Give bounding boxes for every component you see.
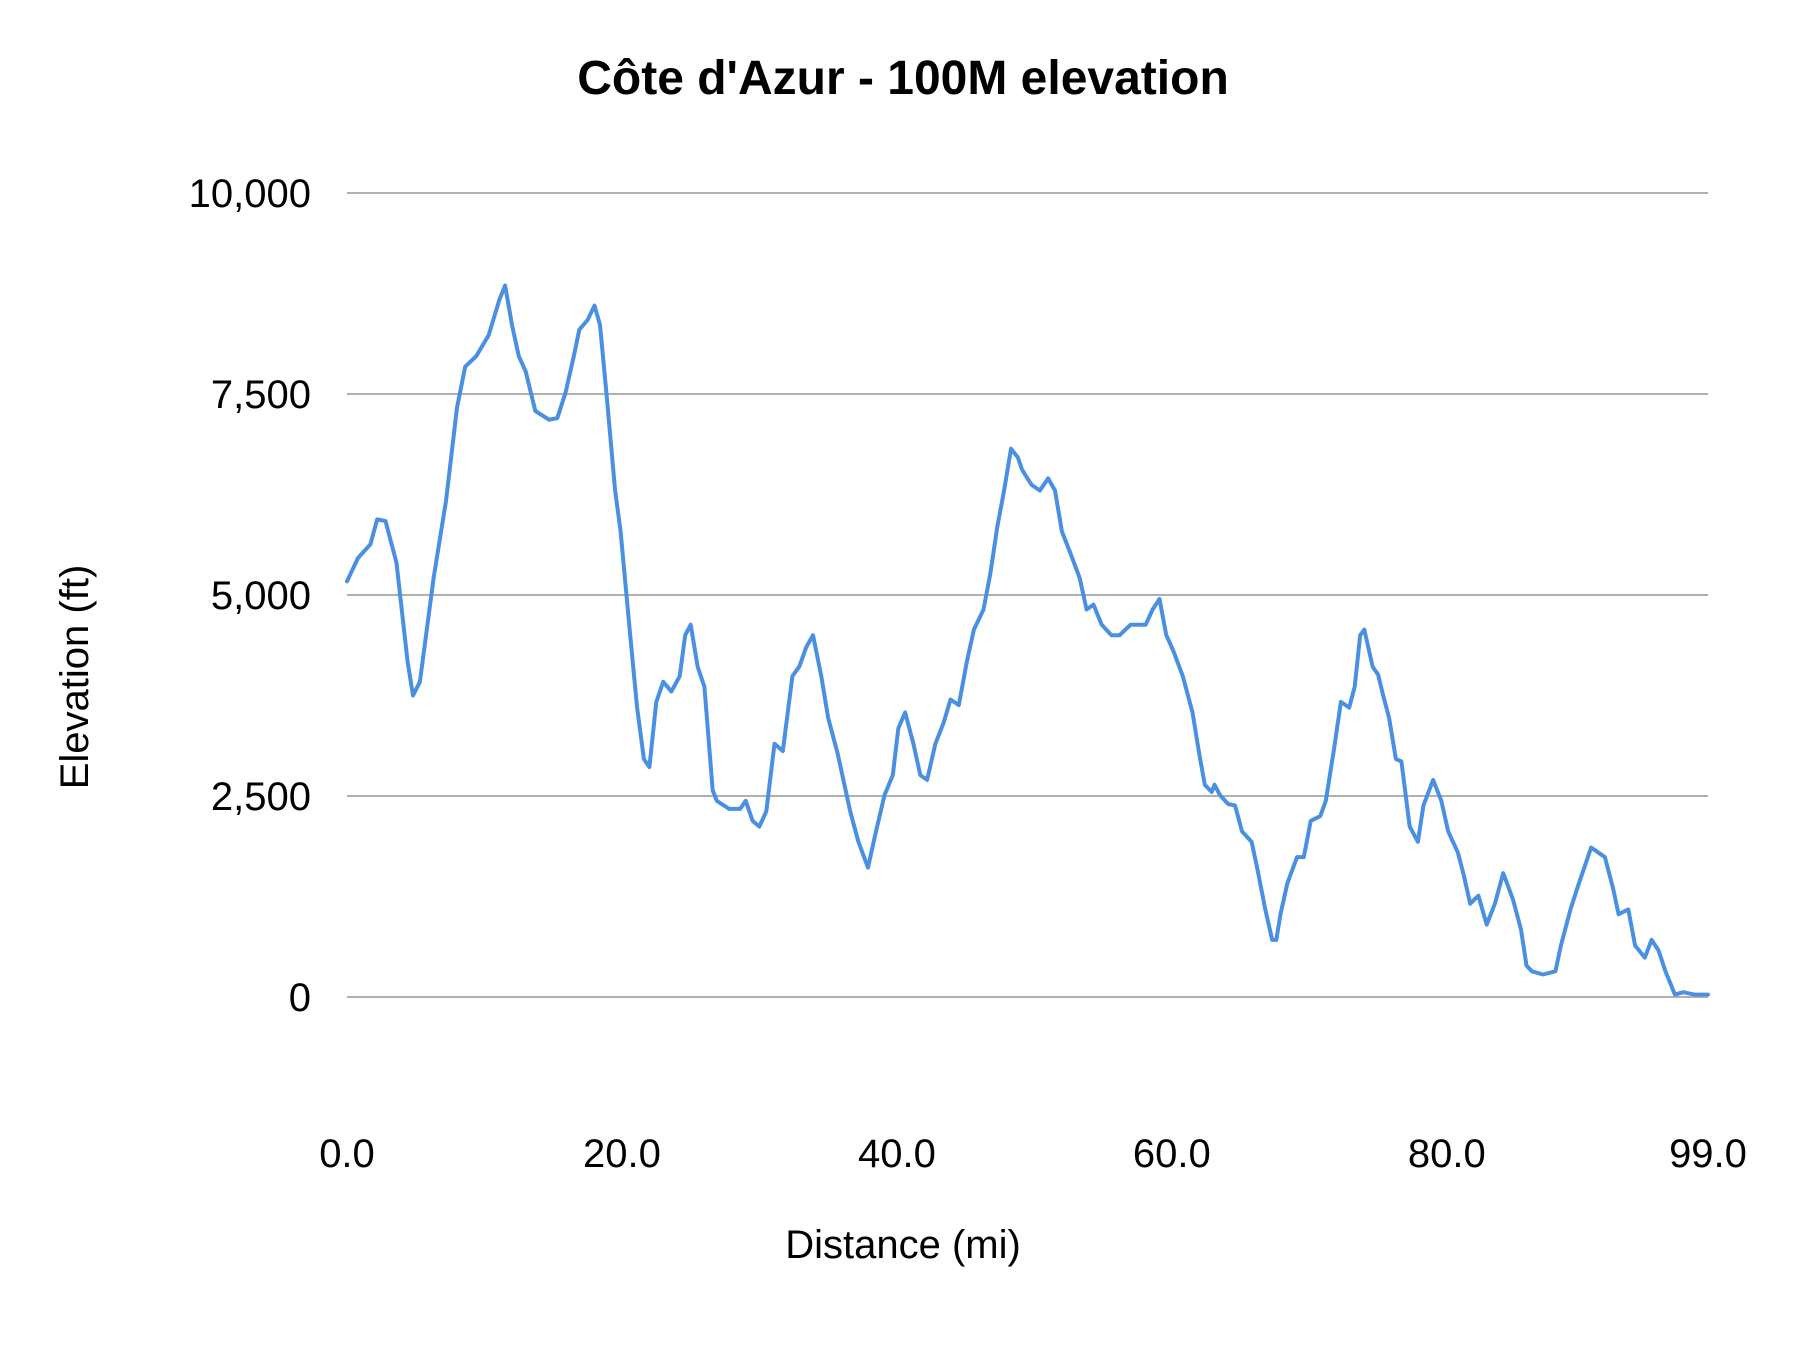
y-axis-ticks: 0 2,500 5,000 7,500 10,000 [189, 172, 311, 1020]
x-tick-label: 20.0 [583, 1132, 661, 1176]
x-tick-label: 0.0 [319, 1132, 375, 1176]
x-tick-label: 40.0 [858, 1132, 936, 1176]
x-tick-label: 99.0 [1669, 1132, 1747, 1176]
y-tick-label: 10,000 [189, 172, 311, 216]
x-axis-title: Distance (mi) [785, 1223, 1021, 1267]
y-tick-label: 7,500 [211, 373, 311, 417]
x-tick-label: 60.0 [1133, 1132, 1211, 1176]
series-layer [345, 283, 1710, 997]
y-axis-title: Elevation (ft) [53, 565, 97, 790]
y-tick-label: 0 [289, 976, 311, 1020]
x-tick-label: 80.0 [1408, 1132, 1486, 1176]
y-tick-label: 5,000 [211, 574, 311, 618]
x-axis-ticks: 0.0 20.0 40.0 60.0 80.0 99.0 [319, 1132, 1747, 1176]
elevation-line [345, 283, 1710, 997]
chart-title: Côte d'Azur - 100M elevation [577, 52, 1229, 105]
y-tick-label: 2,500 [211, 775, 311, 819]
gridlines [347, 192, 1708, 998]
